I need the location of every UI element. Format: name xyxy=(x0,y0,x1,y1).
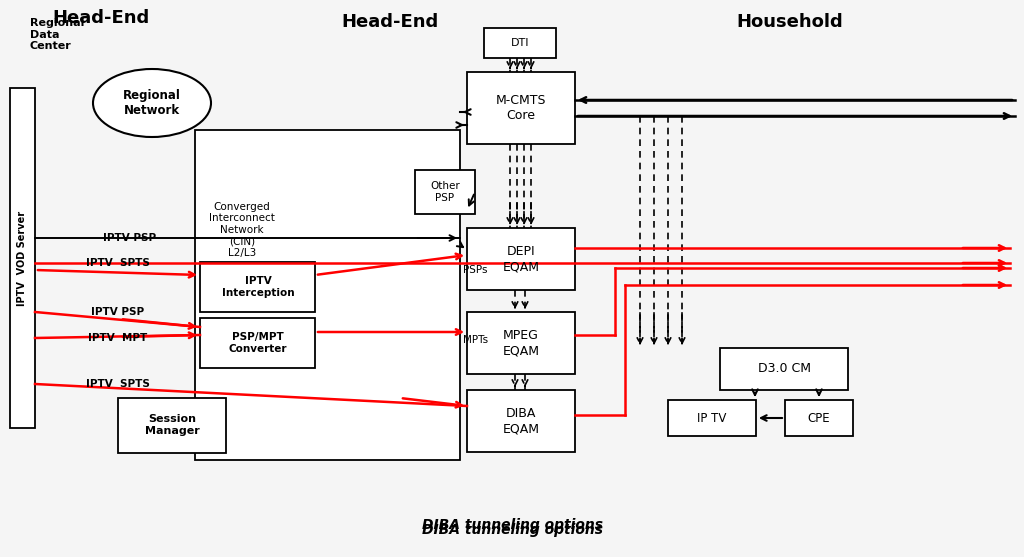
Text: IPTV  SPTS: IPTV SPTS xyxy=(86,379,150,389)
Bar xyxy=(10,88,35,428)
Bar xyxy=(467,390,575,452)
Text: IPTV PSP: IPTV PSP xyxy=(103,233,157,243)
Bar xyxy=(467,312,575,374)
Ellipse shape xyxy=(93,69,211,137)
Text: Session
Manager: Session Manager xyxy=(144,414,200,436)
Text: IPTV  MPT: IPTV MPT xyxy=(88,333,147,343)
Bar xyxy=(785,400,853,436)
Text: DIBA tunneling options: DIBA tunneling options xyxy=(422,518,602,532)
Text: PSPs: PSPs xyxy=(463,265,487,275)
Bar xyxy=(200,262,315,312)
Text: IP TV: IP TV xyxy=(697,412,727,424)
Bar xyxy=(200,318,315,368)
Text: DIBA tunneling options: DIBA tunneling options xyxy=(422,523,602,537)
Text: Regional
Network: Regional Network xyxy=(123,89,181,117)
Text: Converged
Interconnect
Network
(CIN)
L2/L3: Converged Interconnect Network (CIN) L2/… xyxy=(209,202,274,258)
Bar xyxy=(467,228,575,290)
Bar xyxy=(415,170,475,214)
Bar xyxy=(467,72,575,144)
Text: Head-End: Head-End xyxy=(52,9,150,27)
Text: DEPI
EQAM: DEPI EQAM xyxy=(503,245,540,273)
Text: IPTV
Interception: IPTV Interception xyxy=(221,276,294,298)
Text: IPTV  VOD Server: IPTV VOD Server xyxy=(17,211,27,306)
Text: MPTs: MPTs xyxy=(463,335,488,345)
Text: PSP/MPT
Converter: PSP/MPT Converter xyxy=(228,332,288,354)
Text: Other
PSP: Other PSP xyxy=(430,181,460,203)
Text: Regional
Data
Center: Regional Data Center xyxy=(30,18,84,51)
Bar xyxy=(118,398,226,453)
Text: DIBA
EQAM: DIBA EQAM xyxy=(503,407,540,435)
Bar xyxy=(720,348,848,390)
Text: IPTV PSP: IPTV PSP xyxy=(91,307,144,317)
Text: CPE: CPE xyxy=(808,412,830,424)
Bar xyxy=(195,130,460,460)
Text: MPEG
EQAM: MPEG EQAM xyxy=(503,329,540,357)
Text: D3.0 CM: D3.0 CM xyxy=(758,363,811,375)
Text: DTI: DTI xyxy=(511,38,529,48)
Bar xyxy=(484,28,556,58)
Text: M-CMTS
Core: M-CMTS Core xyxy=(496,94,546,122)
Text: Head-End: Head-End xyxy=(341,13,438,31)
Text: Household: Household xyxy=(736,13,844,31)
Bar xyxy=(668,400,756,436)
Text: IPTV  SPTS: IPTV SPTS xyxy=(86,258,150,268)
